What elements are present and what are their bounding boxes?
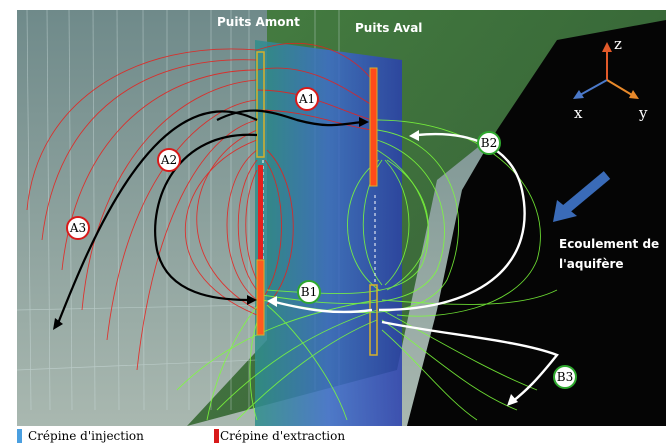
- injection-swatch: [17, 429, 22, 443]
- extraction-swatch: [214, 429, 219, 443]
- axis-y-label: y: [638, 104, 648, 122]
- axis-x-label: x: [574, 104, 583, 122]
- arrow-a3-head: [53, 318, 63, 330]
- arrow-a2-head: [247, 295, 257, 305]
- arrow-a2: [154, 133, 258, 302]
- aquifer-column: [255, 40, 402, 426]
- callout-a1: A1: [295, 87, 319, 111]
- svg-text:A1: A1: [298, 92, 315, 106]
- callout-b2: B2: [477, 131, 501, 155]
- svg-text:A2: A2: [160, 153, 177, 167]
- arrow-b3-head: [507, 394, 518, 406]
- callout-b3: B3: [553, 365, 577, 389]
- arrow-b1-head: [267, 296, 277, 307]
- svg-text:B3: B3: [557, 370, 573, 384]
- label-ecoulement: Ecoulement de: [559, 237, 659, 251]
- legend-item-injection: Crépine d'injection: [17, 429, 144, 443]
- axis-z-label: z: [614, 35, 622, 53]
- legend-item-extraction: Crépine d'extraction: [214, 429, 345, 443]
- legend-label-injection: Crépine d'injection: [28, 429, 144, 443]
- callout-a3: A3: [66, 216, 90, 240]
- svg-text:B2: B2: [481, 136, 497, 150]
- flow-diagram: z x y Puits Amont Puits Aval Ecoulement …: [17, 10, 666, 426]
- black-background: [407, 20, 666, 426]
- label-aquifere: l'aquifère: [559, 257, 624, 271]
- axes-triad: z x y: [573, 35, 648, 122]
- a-flow-arrows: [55, 109, 363, 327]
- upstream-extraction-screen-bottom: [256, 259, 265, 336]
- legend-label-extraction: Crépine d'extraction: [220, 429, 346, 443]
- green-streamlines: [176, 119, 558, 421]
- arrow-b2-head: [409, 130, 419, 141]
- arrow-a1-head: [359, 117, 369, 127]
- arrow-b2: [378, 132, 526, 312]
- well-centerlines: [262, 160, 376, 285]
- svg-text:A3: A3: [69, 221, 86, 235]
- aquifer-flow-arrow: [553, 171, 611, 222]
- b-flow-arrows: [274, 132, 559, 403]
- downstream-injection-screen: [369, 284, 378, 356]
- well-downstream: [369, 67, 378, 356]
- legend: Crépine d'injection Crépine d'extraction: [17, 426, 666, 448]
- callout-b1: B1: [297, 280, 321, 304]
- arrow-a3: [55, 110, 258, 327]
- label-puits-aval: Puits Aval: [355, 21, 422, 35]
- svg-text:B1: B1: [301, 285, 317, 299]
- upstream-extraction-screen-top: [258, 165, 263, 260]
- well-upstream: [256, 51, 265, 336]
- arrow-b3: [381, 320, 559, 403]
- callout-a2: A2: [157, 148, 181, 172]
- arrow-a1: [216, 109, 363, 127]
- arrow-b1: [274, 300, 373, 314]
- label-puits-amont: Puits Amont: [217, 15, 300, 29]
